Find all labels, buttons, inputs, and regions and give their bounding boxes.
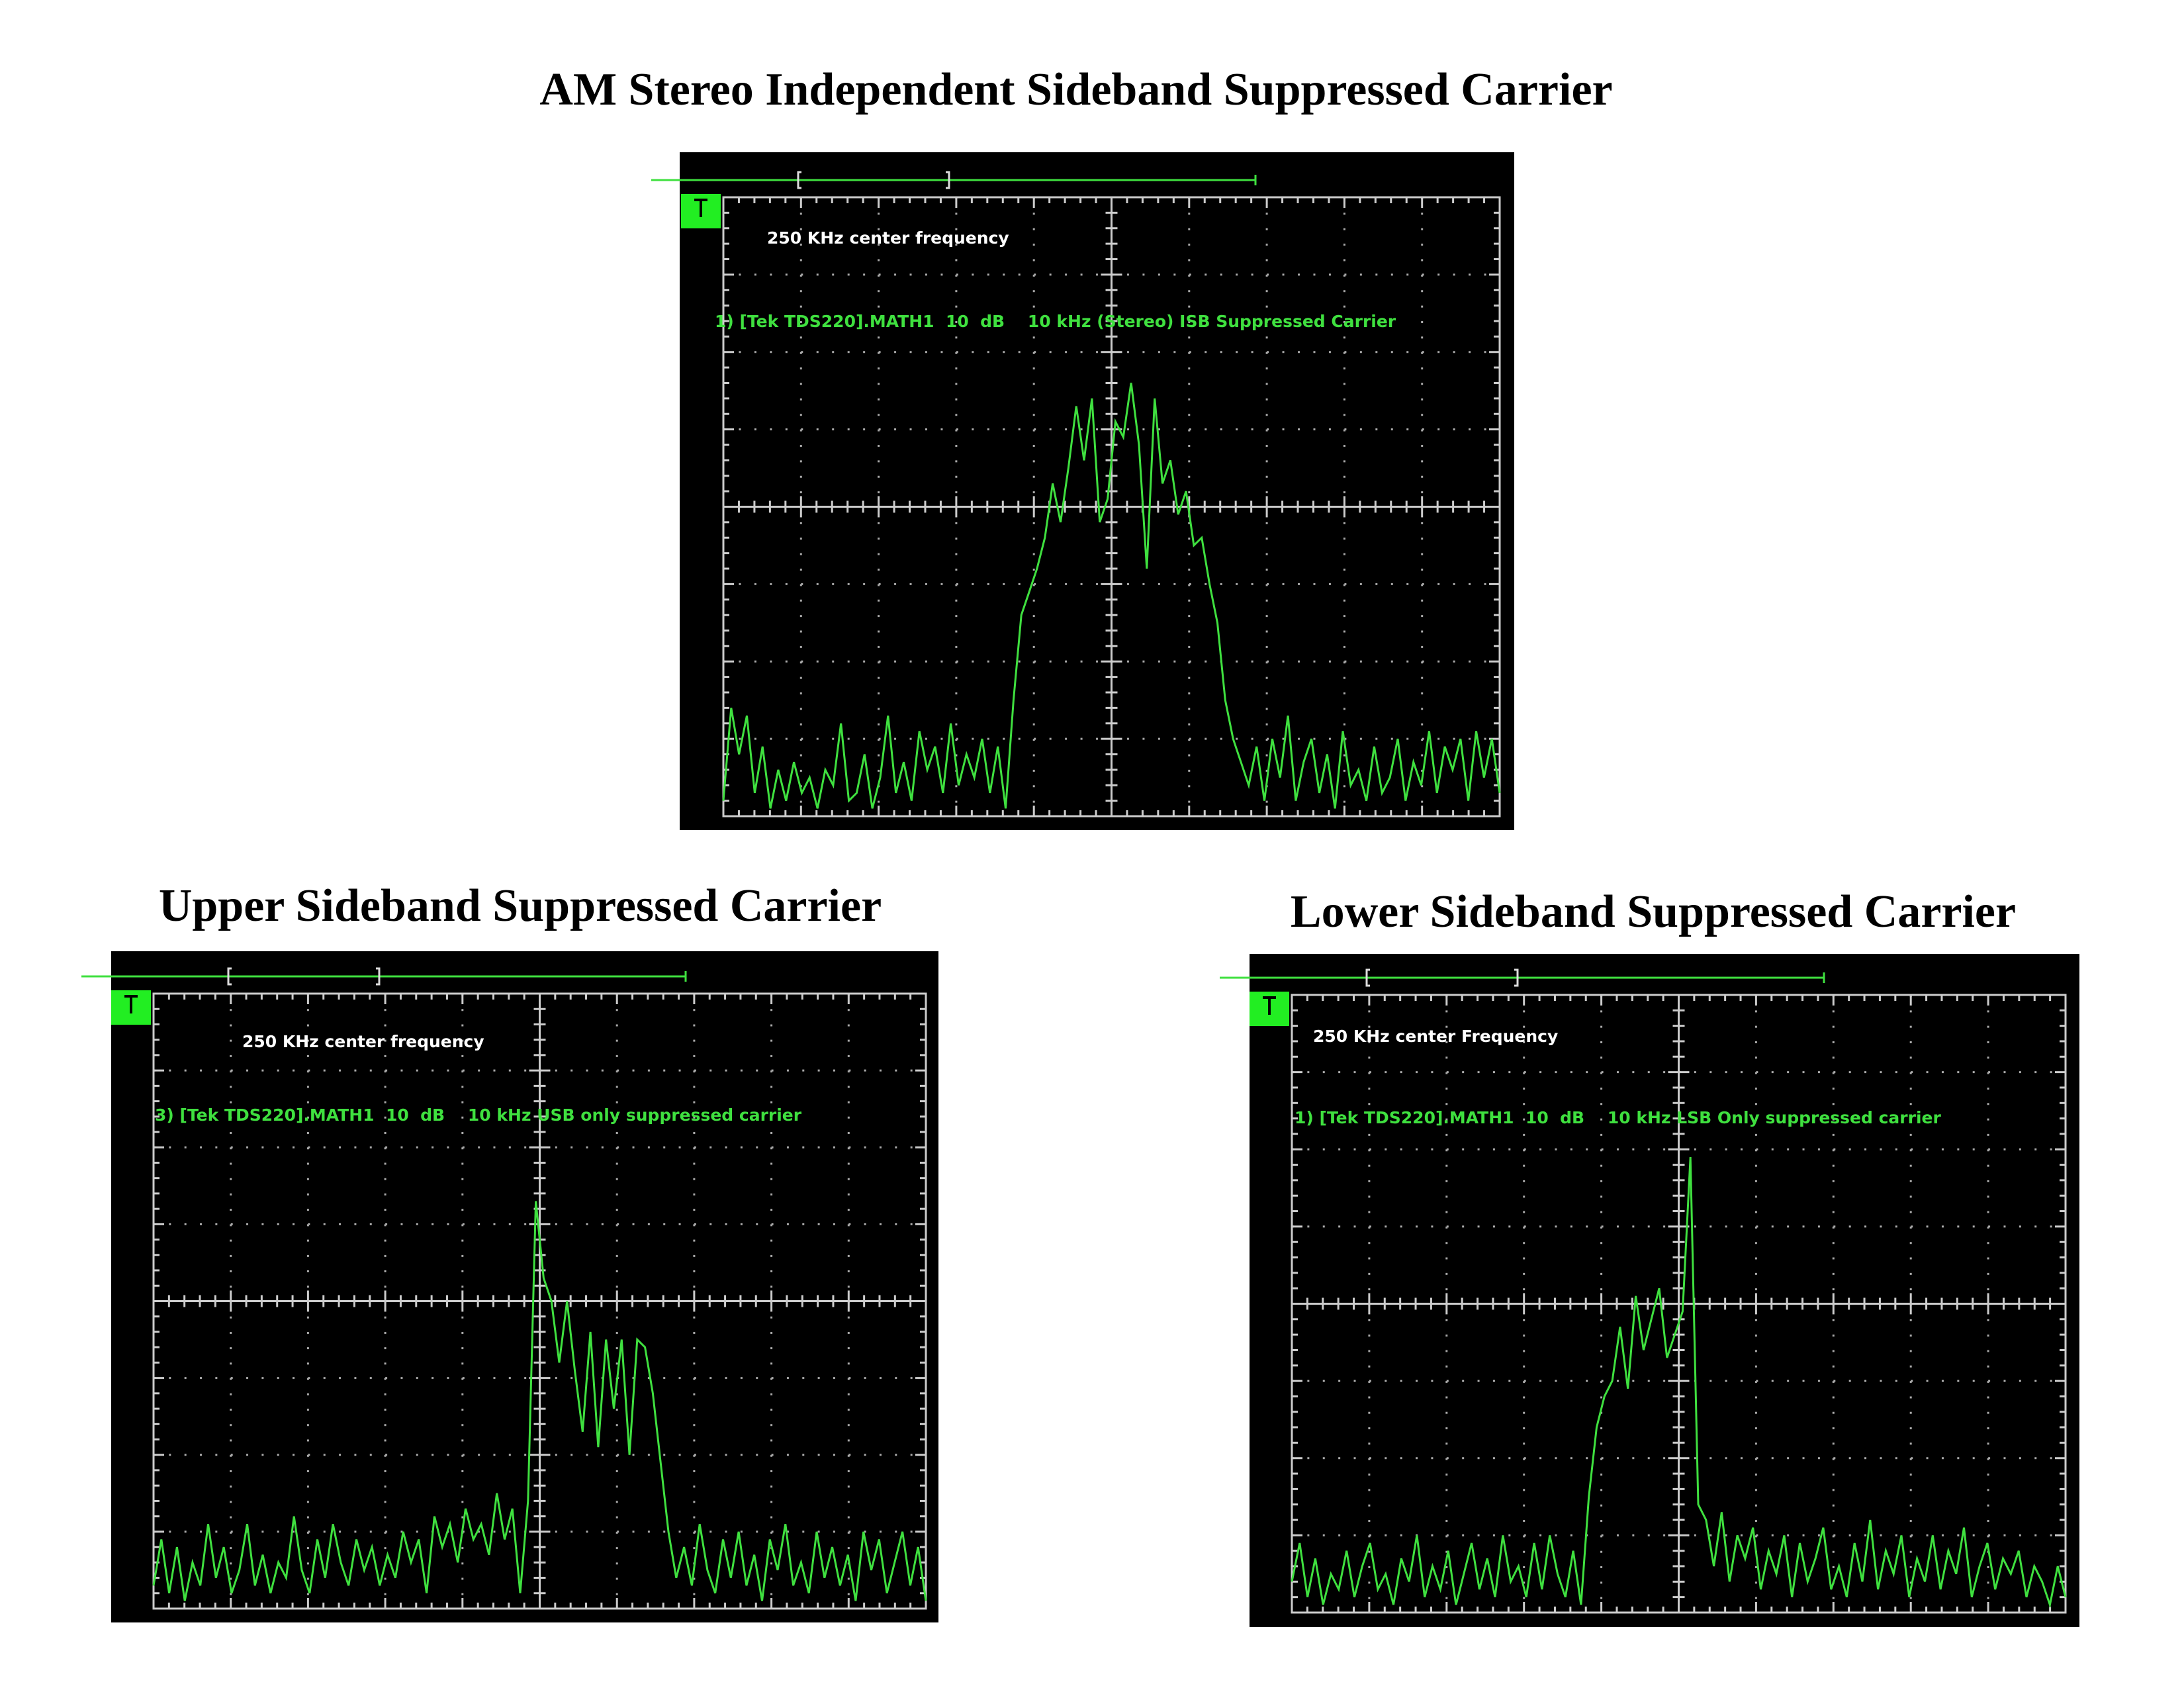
scope-label: 1) [Tek TDS220].MATH1 10 dB 10 kHz (Ster…: [715, 312, 1396, 331]
scope-note: 250 KHz center frequency: [242, 1032, 484, 1051]
spectrum-trace: [722, 383, 1501, 809]
spectrum-trace: [152, 1201, 927, 1601]
scope-note: 250 KHz center frequency: [767, 228, 1009, 248]
scope-label: 1) [Tek TDS220].MATH1 10 dB 10 kHz LSB O…: [1295, 1108, 1941, 1127]
page-title: AM Stereo Independent Sideband Suppresse…: [539, 64, 1612, 115]
chart-title: Lower Sideband Suppressed Carrier: [1291, 886, 2016, 937]
trigger-arrow: [694, 199, 707, 217]
scope-label: 3) [Tek TDS220].MATH1 10 dB 10 kHz USB o…: [155, 1105, 802, 1125]
cursor-bracket: [1365, 968, 1519, 987]
scope-screen: [1250, 954, 2079, 1627]
scope-note: 250 KHz center Frequency: [1313, 1027, 1558, 1046]
trigger-arrow: [124, 995, 138, 1013]
chart-title: Upper Sideband Suppressed Carrier: [159, 880, 882, 931]
scope-screen: [111, 951, 938, 1622]
cursor-bracket: [797, 171, 950, 189]
cursor-bracket: [227, 967, 381, 986]
trigger-arrow: [1263, 996, 1276, 1015]
spectrum-trace: [1291, 1156, 2067, 1609]
